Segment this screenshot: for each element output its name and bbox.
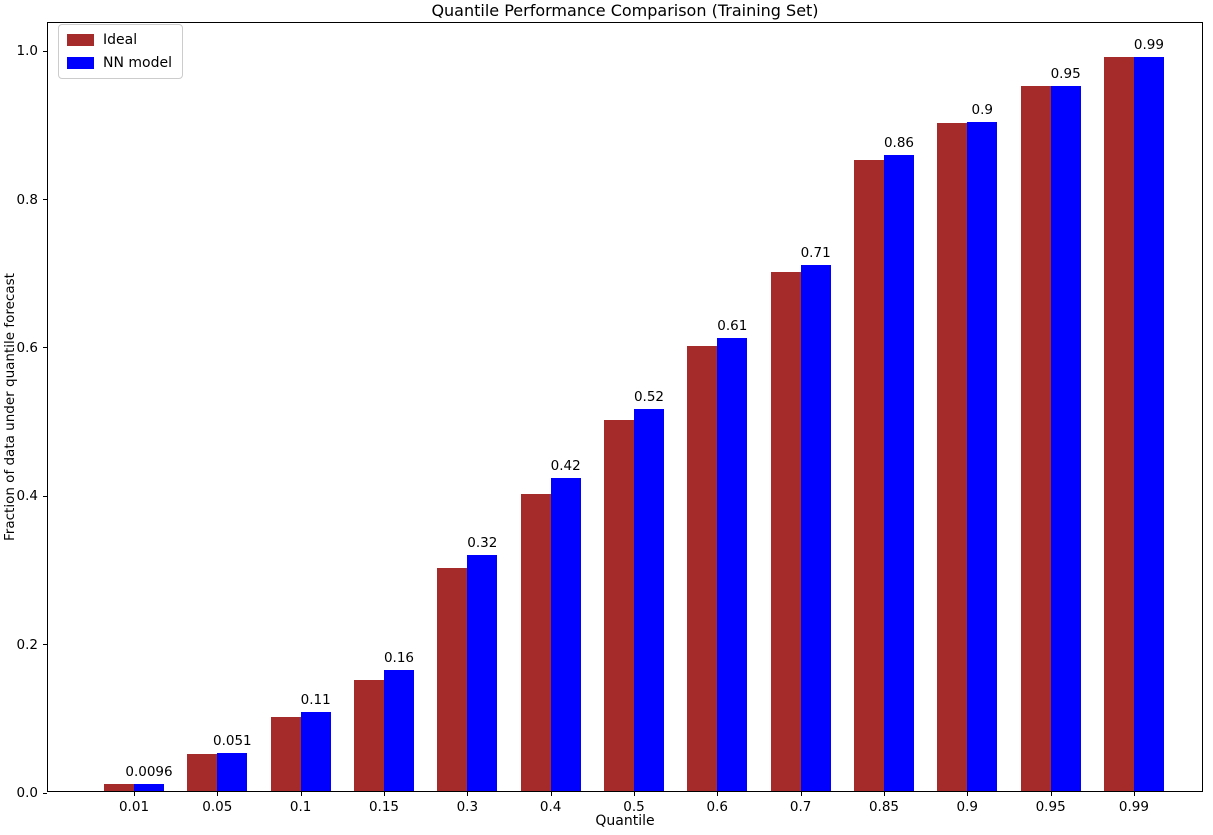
x-tick-label-0.9: 0.9: [956, 799, 979, 815]
x-tick-mark-0.01: [134, 792, 135, 796]
x-tick-label-0.01: 0.01: [118, 799, 150, 815]
bar-value-label-0.5: 0.52: [633, 388, 664, 405]
bar-nn-model-0.05: [217, 753, 248, 791]
x-tick-mark-0.3: [467, 792, 469, 796]
x-tick-label-0.5: 0.5: [623, 799, 645, 815]
legend-swatch-ideal: [67, 34, 94, 46]
x-tick-label-0.15: 0.15: [368, 799, 400, 815]
y-tick-mark-0.0: [43, 792, 47, 794]
bar-value-label-0.3: 0.32: [467, 535, 498, 552]
y-tick-label-0.2: 0.2: [16, 636, 38, 653]
y-axis-label: Fraction of data under quantile forecast: [2, 273, 18, 541]
y-tick-mark-1.0: [43, 50, 47, 52]
legend: Ideal NN model: [58, 24, 183, 79]
x-tick-mark-0.95: [1050, 792, 1052, 796]
y-tick-label-0.8: 0.8: [16, 191, 38, 208]
bar-value-label-0.4: 0.42: [550, 457, 581, 474]
bar-ideal-0.05: [187, 753, 218, 791]
bar-ideal-0.4: [520, 494, 551, 791]
x-tick-label-0.85: 0.85: [868, 799, 899, 815]
bar-ideal-0.5: [603, 420, 634, 791]
x-tick-mark-0.6: [717, 792, 719, 796]
bar-ideal-0.15: [353, 679, 384, 791]
y-tick-label-0.4: 0.4: [16, 488, 38, 505]
x-tick-mark-0.1: [300, 792, 302, 796]
x-axis-label: Quantile: [595, 813, 655, 829]
x-tick-mark-0.5: [633, 792, 635, 796]
x-tick-label-0.6: 0.6: [706, 799, 729, 815]
x-tick-mark-0.05: [217, 792, 219, 796]
x-tick-label-0.95: 0.95: [1035, 799, 1066, 815]
chart-title: Quantile Performance Comparison (Trainin…: [431, 1, 819, 20]
bar-value-label-0.95: 0.95: [1050, 65, 1081, 82]
bar-value-label-0.85: 0.86: [883, 135, 914, 152]
bar-value-label-0.99: 0.99: [1133, 37, 1164, 54]
x-tick-mark-0.9: [967, 792, 969, 796]
bar-value-label-0.01: 0.0096: [125, 763, 173, 780]
bar-value-label-0.1: 0.11: [300, 691, 331, 708]
bar-nn-model-0.4: [550, 477, 581, 791]
y-tick-label-0.6: 0.6: [16, 339, 38, 356]
x-tick-mark-0.99: [1133, 792, 1135, 796]
bar-value-label-0.6: 0.61: [717, 317, 748, 334]
legend-label-nn-model: NN model: [103, 55, 172, 71]
bar-ideal-0.01: [104, 783, 134, 791]
x-tick-mark-0.15: [383, 792, 385, 796]
bar-value-label-0.7: 0.71: [800, 245, 831, 262]
bar-nn-model-0.6: [717, 337, 748, 791]
plot-area: Ideal NN model 0.0096 0.051 0.11 0.16 0.32 0.…: [17, 22, 1203, 815]
bar-nn-model-0.99: [1133, 57, 1164, 791]
bar-value-label-0.15: 0.16: [383, 650, 415, 667]
y-tick-mark-0.8: [43, 199, 47, 201]
bar-value-label-0.9: 0.9: [971, 101, 994, 118]
legend-item-nn-model: NN model: [67, 55, 172, 71]
y-tick-label-1.0: 1.0: [16, 43, 38, 60]
bar-ideal-0.85: [853, 160, 884, 791]
bar-nn-model-0.5: [633, 408, 664, 791]
bar-nn-model-0.95: [1050, 85, 1081, 791]
y-tick-mark-0.6: [43, 347, 47, 349]
bar-ideal-0.7: [770, 271, 801, 791]
bar-nn-model-0.1: [300, 711, 331, 791]
bar-ideal-0.6: [687, 345, 718, 791]
x-tick-label-0.4: 0.4: [539, 799, 562, 815]
x-tick-mark-0.85: [883, 792, 885, 796]
bar-nn-model-0.15: [383, 670, 414, 791]
bar-nn-model-0.3: [467, 555, 498, 791]
bar-ideal-0.3: [437, 568, 468, 791]
x-tick-label-0.7: 0.7: [789, 799, 812, 815]
bar-nn-model-0.9: [967, 121, 998, 791]
x-tick-label-0.3: 0.3: [456, 799, 479, 815]
x-tick-label-0.05: 0.05: [202, 799, 233, 815]
bar-value-label-0.05: 0.051: [213, 733, 252, 750]
bar-nn-model-0.7: [800, 265, 831, 791]
bar-nn-model-0.01: [134, 783, 164, 791]
bar-ideal-0.95: [1020, 86, 1051, 791]
bar-ideal-0.9: [937, 123, 968, 791]
x-tick-mark-0.4: [550, 792, 552, 796]
x-tick-label-0.1: 0.1: [289, 799, 312, 815]
y-tick-mark-0.4: [43, 495, 47, 497]
legend-label-ideal: Ideal: [103, 32, 138, 48]
x-tick-label-0.99: 0.99: [1118, 799, 1149, 815]
bar-nn-model-0.85: [883, 155, 914, 791]
legend-swatch-nn-model: [67, 57, 94, 69]
y-tick-mark-0.2: [43, 644, 47, 646]
y-tick-label-0.0: 0.0: [16, 785, 38, 801]
x-tick-mark-0.7: [800, 792, 802, 796]
bar-ideal-0.99: [1103, 56, 1134, 791]
legend-item-ideal: Ideal: [67, 32, 172, 48]
bar-ideal-0.1: [270, 716, 301, 791]
